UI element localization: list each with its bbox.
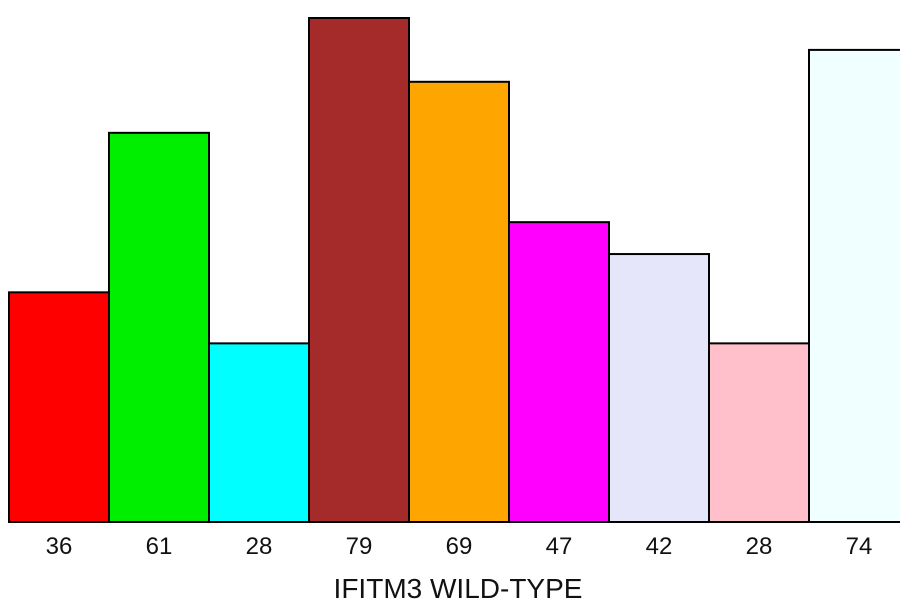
bar-7 bbox=[608, 253, 710, 523]
bar-3 bbox=[208, 342, 310, 523]
bar-5 bbox=[408, 80, 510, 524]
category-label-group: 36 61 28 79 69 47 42 28 74 bbox=[46, 533, 873, 560]
category-label-3: 28 bbox=[246, 533, 273, 560]
bar-group bbox=[8, 17, 900, 524]
bar-8 bbox=[708, 342, 810, 523]
category-label-8: 28 bbox=[746, 533, 773, 560]
category-label-1: 36 bbox=[46, 533, 73, 560]
bar-6 bbox=[508, 221, 610, 524]
category-label-9: 74 bbox=[846, 533, 873, 560]
category-label-5: 69 bbox=[446, 533, 473, 560]
category-label-7: 42 bbox=[646, 533, 673, 560]
bar-2 bbox=[108, 131, 210, 523]
bar-9 bbox=[808, 48, 900, 523]
category-label-4: 79 bbox=[346, 533, 373, 560]
bar-1 bbox=[8, 291, 110, 523]
category-label-6: 47 bbox=[546, 533, 573, 560]
bar-4 bbox=[308, 17, 410, 523]
category-label-2: 61 bbox=[146, 533, 173, 560]
x-axis-label: IFITM3 WILD-TYPE bbox=[334, 573, 583, 604]
